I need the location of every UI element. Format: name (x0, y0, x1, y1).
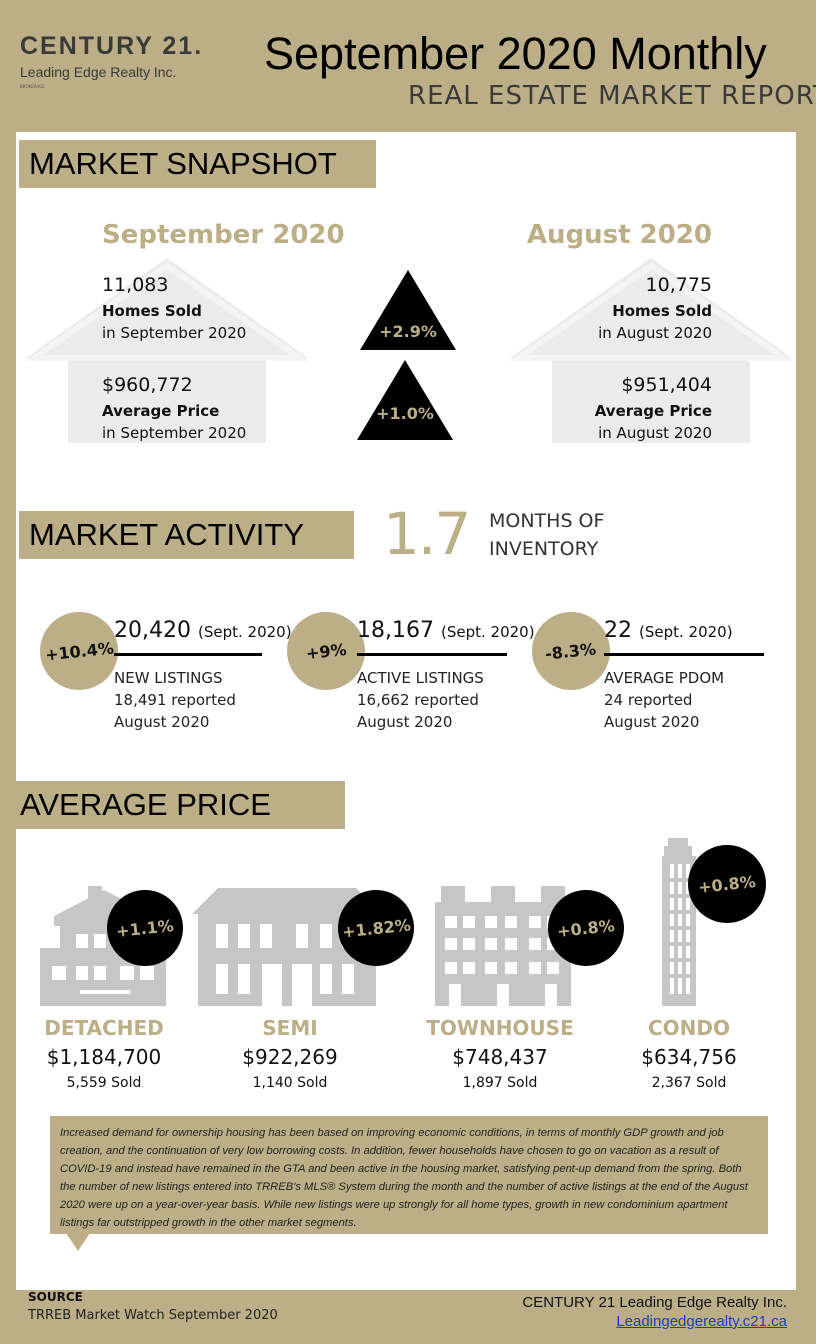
active-listings-prev-period: August 2020 (357, 713, 453, 731)
townhouse-change-badge: +0.8% (548, 890, 624, 966)
avg-pdom-value-row: 22 (Sept. 2020) (604, 618, 733, 643)
new-listings-previous: 18,491 reported (114, 689, 236, 711)
semi-change: +1.82% (340, 914, 412, 942)
divider (604, 653, 764, 656)
active-listings-label: ACTIVE LISTINGS (357, 669, 484, 687)
up-triangle-icon (360, 270, 456, 350)
current-month-heading: September 2020 (102, 220, 345, 250)
new-listings-period: (Sept. 2020) (197, 623, 292, 641)
townhouse-sold: 1,897 Sold (462, 1075, 538, 1091)
detached-label: DETACHED (44, 1016, 164, 1040)
new-listings-value: 20,420 (114, 618, 191, 643)
up-triangle-icon (357, 360, 453, 440)
brand-logo-name: CENTURY 21. (20, 32, 204, 60)
brand-tagline: BROKERAGE (20, 84, 45, 89)
avg-pdom-label: AVERAGE PDOM (604, 669, 725, 687)
semi-price: $922,269 (242, 1045, 338, 1069)
footer-company-name: CENTURY 21 Leading Edge Realty Inc. (522, 1294, 787, 1311)
condo-label: CONDO (647, 1016, 731, 1040)
active-listings-change-badge: +9% (287, 612, 365, 690)
new-listings-label: NEW LISTINGS (114, 669, 223, 687)
previous-avg-price-value: $951,404 (621, 374, 712, 396)
months-of-inventory-value: 1.7 (383, 500, 471, 568)
avg-pdom-value: 22 (604, 618, 632, 643)
townhouse-price: $748,437 (452, 1045, 548, 1069)
speech-bubble-tail (66, 1233, 90, 1251)
avg-pdom-prev-period: August 2020 (604, 713, 700, 731)
detached-change-badge: +1.1% (107, 890, 183, 966)
townhouse-change: +0.8% (556, 915, 616, 941)
house-background-icon (510, 258, 792, 443)
townhouse-icon (435, 886, 571, 1006)
active-listings-previous: 16,662 reported (357, 689, 479, 711)
house-background-icon (26, 258, 308, 443)
market-commentary: Increased demand for ownership housing h… (50, 1116, 768, 1234)
condo-change-badge: +0.8% (688, 845, 766, 923)
new-listings-prev-text: reported (171, 691, 236, 709)
active-listings-prev-text: reported (414, 691, 479, 709)
current-homes-sold-period: in September 2020 (102, 324, 247, 342)
average-price-heading: AVERAGE PRICE (10, 781, 345, 829)
previous-homes-sold-value: 10,775 (645, 274, 712, 296)
active-listings-change: +9% (304, 639, 348, 663)
website-link[interactable]: Leadingedgerealty.c21.ca (616, 1313, 787, 1330)
previous-avg-price-label: Average Price (594, 402, 712, 420)
market-activity-heading: MARKET ACTIVITY (19, 511, 354, 559)
detached-price: $1,184,700 (46, 1045, 162, 1069)
source-text: TRREB Market Watch September 2020 (28, 1308, 278, 1323)
source-label: SOURCE (28, 1290, 83, 1304)
new-listings-value-row: 20,420 (Sept. 2020) (114, 618, 292, 643)
current-avg-price-value: $960,772 (102, 374, 193, 396)
condo-sold: 2,367 Sold (651, 1075, 727, 1091)
current-homes-sold-label: Homes Sold (102, 302, 202, 320)
current-avg-price-label: Average Price (102, 402, 220, 420)
semi-change-badge: +1.82% (338, 890, 414, 966)
new-listings-change-badge: +10.4% (40, 612, 118, 690)
avg-pdom-prev-value: 24 (604, 691, 624, 709)
new-listings-prev-value: 18,491 (114, 691, 167, 709)
avg-pdom-period: (Sept. 2020) (639, 623, 733, 641)
brand-office-name: Leading Edge Realty Inc. (20, 64, 177, 80)
semi-label: SEMI (262, 1016, 318, 1040)
detached-change: +1.1% (115, 915, 175, 941)
previous-homes-sold-period: in August 2020 (598, 324, 712, 342)
avg-pdom-previous: 24 reported (604, 689, 692, 711)
previous-homes-sold-label: Homes Sold (612, 302, 712, 320)
avg-price-change: +1.0% (376, 404, 434, 423)
current-avg-price-period: in September 2020 (102, 424, 247, 442)
market-snapshot-heading: MARKET SNAPSHOT (19, 140, 376, 188)
active-listings-value-row: 18,167 (Sept. 2020) (357, 618, 535, 643)
previous-avg-price-period: in August 2020 (598, 424, 712, 442)
avg-pdom-change: -8.3% (544, 638, 598, 664)
townhouse-label: TOWNHOUSE (426, 1016, 574, 1040)
detached-sold: 5,559 Sold (66, 1075, 142, 1091)
condo-price: $634,756 (641, 1045, 737, 1069)
report-subtitle: REAL ESTATE MARKET REPORT (408, 81, 816, 111)
report-title: September 2020 Monthly (264, 28, 767, 79)
divider (114, 653, 262, 656)
condo-change: +0.8% (697, 871, 757, 897)
divider (357, 653, 507, 656)
new-listings-prev-period: August 2020 (114, 713, 210, 731)
previous-month-heading: August 2020 (526, 220, 712, 250)
avg-pdom-prev-text: reported (627, 691, 693, 709)
semi-sold: 1,140 Sold (252, 1075, 328, 1091)
active-listings-period: (Sept. 2020) (440, 623, 535, 641)
active-listings-value: 18,167 (357, 618, 434, 643)
homes-sold-change: +2.9% (379, 322, 437, 341)
current-homes-sold-value: 11,083 (102, 274, 169, 296)
new-listings-change: +10.4% (43, 637, 115, 665)
moi-label-line2: INVENTORY (489, 538, 599, 560)
active-listings-prev-value: 16,662 (357, 691, 410, 709)
moi-label-line1: MONTHS OF (489, 510, 605, 532)
avg-pdom-change-badge: -8.3% (532, 612, 610, 690)
